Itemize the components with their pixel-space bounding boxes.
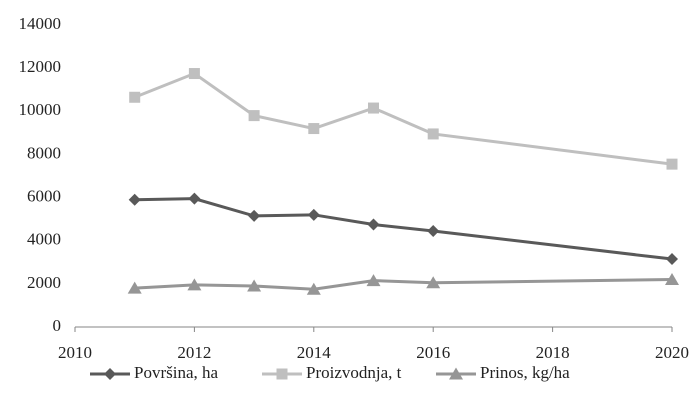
x-tick-label: 2014 xyxy=(297,343,332,362)
series-line xyxy=(134,71,673,166)
point xyxy=(426,276,441,289)
point xyxy=(666,158,678,170)
y-tick-label: 6000 xyxy=(27,186,61,205)
point xyxy=(187,278,202,291)
y-tick-label: 2000 xyxy=(27,273,61,292)
y-tick-label: 10000 xyxy=(19,100,62,119)
point xyxy=(127,281,142,294)
point xyxy=(306,282,321,295)
point xyxy=(307,208,320,221)
y-tick-label: 4000 xyxy=(27,230,61,249)
point xyxy=(666,253,678,266)
point xyxy=(367,218,380,231)
point xyxy=(427,225,440,238)
x-tick-label: 2016 xyxy=(416,343,450,362)
legend-marker xyxy=(104,368,116,380)
legend-label: Prinos, kg/ha xyxy=(480,363,570,382)
point xyxy=(368,102,379,114)
point xyxy=(247,279,262,292)
y-tick-label: 8000 xyxy=(27,143,61,162)
legend-label: Površina, ha xyxy=(134,363,219,382)
point xyxy=(188,68,200,80)
point xyxy=(665,273,679,286)
legend-marker xyxy=(276,368,288,380)
y-tick-label: 0 xyxy=(53,316,62,335)
legend-marker xyxy=(449,367,463,380)
x-tick-label: 2018 xyxy=(536,343,570,362)
point xyxy=(129,91,141,103)
series-line xyxy=(134,278,673,291)
point xyxy=(248,209,261,222)
point xyxy=(308,123,320,135)
point xyxy=(128,193,141,206)
series-line xyxy=(134,197,673,261)
x-tick-label: 2010 xyxy=(58,343,92,362)
x-tick-label: 2012 xyxy=(177,343,211,362)
point xyxy=(188,192,201,205)
point xyxy=(366,274,381,287)
y-tick-label: 14000 xyxy=(19,14,62,33)
point xyxy=(248,110,260,122)
x-tick-label: 2020 xyxy=(655,343,689,362)
legend-label: Proizvodnja, t xyxy=(306,363,402,382)
y-tick-label: 12000 xyxy=(19,57,62,76)
point xyxy=(427,128,439,140)
